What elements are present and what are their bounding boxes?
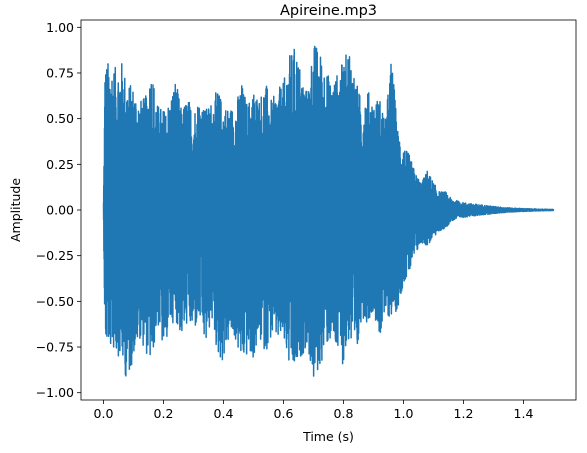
y-tick-label: 0.75 — [46, 65, 74, 80]
x-tick-label: 0.6 — [274, 406, 294, 421]
x-tick-label: 0.4 — [214, 406, 234, 421]
y-tick-label: −0.75 — [36, 340, 74, 355]
x-tick-label: 1.4 — [514, 406, 534, 421]
x-tick-label: 1.0 — [394, 406, 414, 421]
y-axis-ticks: 1.00 0.75 0.50 0.25 0.00 −0.25 −0.50 −0.75 −1.00 — [36, 20, 81, 400]
y-tick-label: 0.50 — [46, 111, 74, 126]
x-tick-label: 1.2 — [454, 406, 474, 421]
y-tick-label: 1.00 — [46, 20, 74, 35]
chart-title: Apireine.mp3 — [280, 3, 377, 19]
x-tick-label: 0.8 — [334, 406, 354, 421]
y-axis-label: Amplitude — [8, 178, 23, 242]
y-tick-label: −0.50 — [36, 294, 74, 309]
waveform-series-line — [102, 45, 555, 377]
x-tick-label: 0.0 — [94, 406, 114, 421]
y-tick-label: −0.25 — [36, 248, 74, 263]
series-layer — [102, 45, 555, 377]
y-tick-label: −1.00 — [36, 385, 74, 400]
x-axis-ticks: 0.0 0.2 0.4 0.6 0.8 1.0 1.2 1.4 — [94, 400, 534, 421]
y-tick-label: 0.00 — [46, 203, 74, 218]
x-axis-label: Time (s) — [302, 429, 354, 444]
plot-area-frame — [80, 19, 577, 401]
y-tick-label: 0.25 — [46, 157, 74, 172]
x-tick-label: 0.2 — [154, 406, 174, 421]
